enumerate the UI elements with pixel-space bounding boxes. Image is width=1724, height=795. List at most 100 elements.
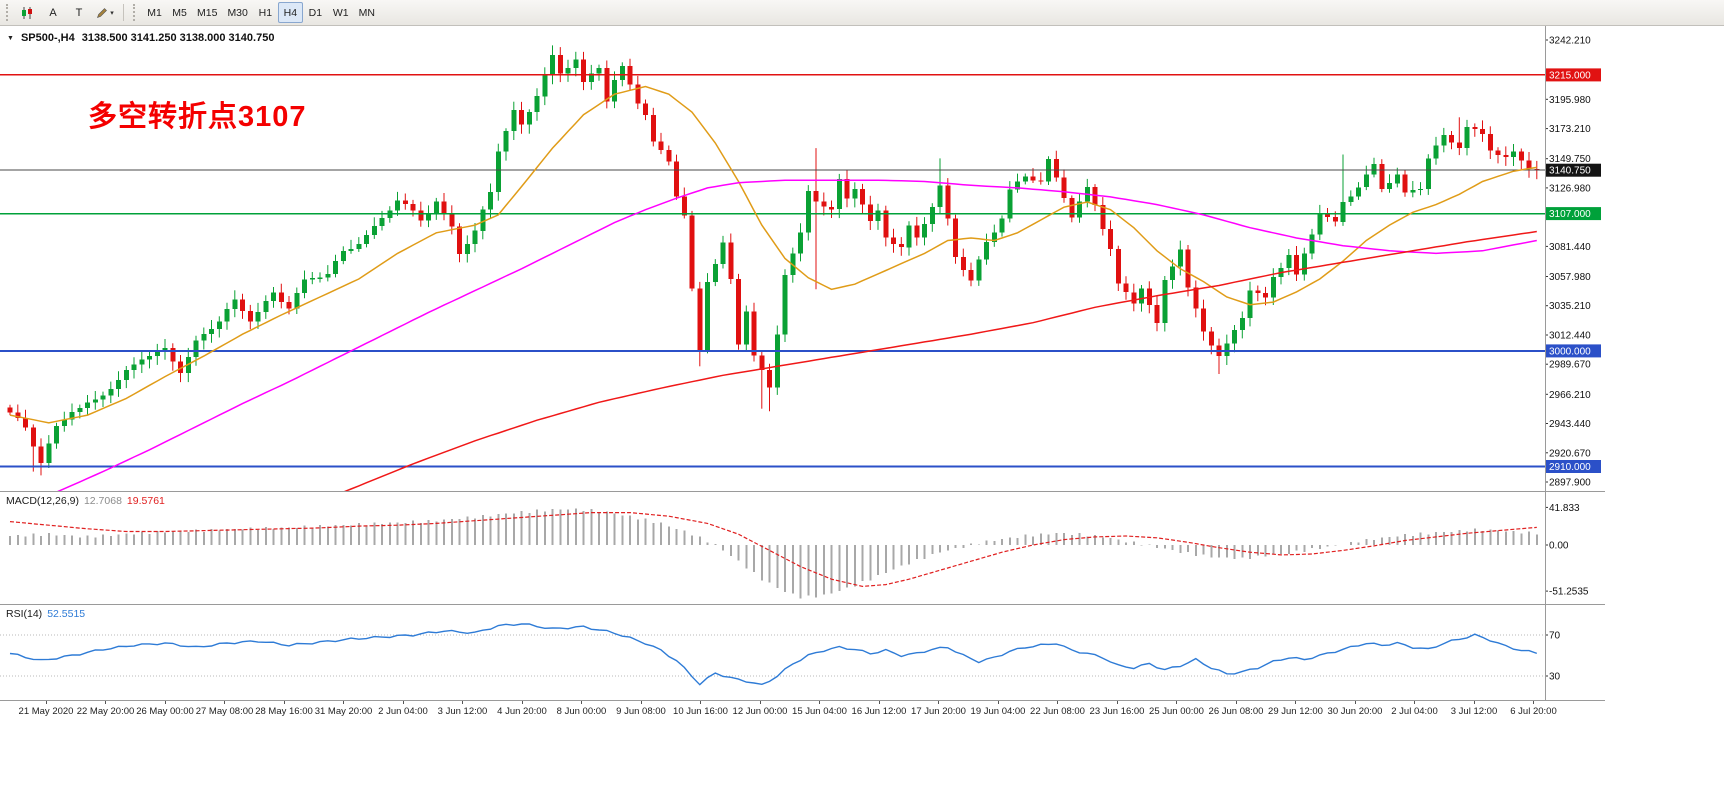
macd-signal-line bbox=[9, 512, 1537, 588]
date-label: 31 May 20:00 bbox=[314, 706, 373, 717]
timeframe-button-M5[interactable]: M5 bbox=[167, 2, 192, 23]
candle-body bbox=[1239, 318, 1245, 330]
time-axis[interactable]: 21 May 2020 22 May 20:00 26 May 00:00 27 Ma… bbox=[0, 700, 1605, 722]
candle-body bbox=[30, 427, 36, 447]
candle-body bbox=[1294, 255, 1299, 275]
timeframe-button-M1[interactable]: M1 bbox=[142, 2, 167, 23]
time-tick bbox=[1295, 700, 1296, 704]
date-label: 9 Jun 08:00 bbox=[616, 706, 666, 717]
timeframe-button-M15[interactable]: M15 bbox=[192, 2, 222, 23]
macd-axis[interactable]: 41.833 0.00 -51.2535 bbox=[1545, 503, 1589, 598]
chart-type-button[interactable] bbox=[15, 2, 39, 23]
candle-body bbox=[1108, 229, 1113, 250]
date-label: 23 Jun 16:00 bbox=[1089, 706, 1145, 717]
price-tag-label: 3000.000 bbox=[1549, 346, 1591, 357]
candle-body bbox=[1340, 202, 1346, 222]
macd-main-value: 12.7068 bbox=[83, 495, 122, 507]
macd-tick-label: 41.833 bbox=[1549, 503, 1580, 514]
price-tick-label: 3081.440 bbox=[1549, 242, 1591, 253]
candle-body bbox=[23, 418, 28, 428]
candle-body bbox=[309, 278, 315, 280]
date-label: 4 Jun 20:00 bbox=[497, 706, 547, 717]
candle-body bbox=[736, 279, 741, 345]
rsi-axis[interactable]: 70 30 bbox=[1545, 631, 1561, 683]
price-axis[interactable]: 3242.210 3195.980 3173.210 3149.750 3126.980… bbox=[1545, 36, 1601, 489]
candle-body bbox=[426, 212, 431, 221]
candle-body bbox=[240, 299, 245, 311]
candle-body bbox=[100, 395, 106, 400]
chart-annotation-text[interactable]: 多空转折点3107 bbox=[88, 101, 307, 133]
time-tick bbox=[45, 700, 47, 704]
candle-body bbox=[85, 402, 90, 408]
candle-body bbox=[1177, 249, 1183, 267]
chart-ohlc-values: 3138.500 3141.250 3138.000 3140.750 bbox=[81, 32, 275, 44]
candle-body bbox=[798, 232, 803, 254]
candle-body bbox=[976, 259, 982, 281]
candle-body bbox=[209, 328, 214, 334]
candle-body bbox=[410, 204, 416, 211]
ma-slow-line bbox=[344, 230, 1537, 491]
candle-body bbox=[1123, 283, 1129, 293]
candle-body bbox=[774, 334, 780, 388]
time-tick bbox=[164, 700, 166, 704]
timeframe-button-D1[interactable]: D1 bbox=[303, 2, 328, 23]
candle-body bbox=[565, 68, 571, 74]
candle-body bbox=[294, 293, 300, 309]
candle-body bbox=[1100, 204, 1106, 229]
timeframe-button-MN[interactable]: MN bbox=[354, 2, 380, 23]
timeframe-button-H4[interactable]: H4 bbox=[277, 2, 303, 23]
candle-body bbox=[131, 364, 137, 370]
date-label: 21 May 2020 bbox=[18, 706, 74, 717]
price-chart-canvas[interactable]: 3242.210 3195.980 3173.210 3149.750 3126.980… bbox=[0, 26, 1605, 491]
candle-body bbox=[891, 237, 896, 244]
draw-tools-button[interactable]: ▾ bbox=[93, 2, 117, 23]
candle-body bbox=[216, 321, 222, 329]
dropdown-caret-icon: ▾ bbox=[110, 9, 114, 17]
candle-body bbox=[991, 232, 997, 243]
text-tool-button[interactable]: T bbox=[67, 2, 91, 23]
candle-body bbox=[162, 347, 168, 351]
candle-body bbox=[519, 109, 524, 125]
candle-body bbox=[1441, 135, 1447, 146]
candle-body bbox=[511, 109, 517, 131]
candle-body bbox=[1464, 127, 1470, 148]
toolbar-grip[interactable] bbox=[133, 4, 137, 21]
date-label: 10 Jun 16:00 bbox=[673, 706, 728, 717]
candle-body bbox=[666, 149, 672, 162]
candle-body bbox=[1495, 150, 1501, 155]
candle-body bbox=[960, 257, 966, 271]
candle-body bbox=[232, 299, 238, 309]
date-label: 6 Jul 20:00 bbox=[1510, 706, 1557, 717]
candle-body bbox=[720, 242, 726, 264]
timeframe-button-H1[interactable]: H1 bbox=[253, 2, 278, 23]
macd-tick-label: 0.00 bbox=[1549, 541, 1569, 552]
candle-body bbox=[333, 261, 338, 274]
toolbar-grip[interactable] bbox=[6, 4, 10, 21]
candle-body bbox=[1077, 201, 1082, 218]
time-tick bbox=[819, 700, 820, 704]
time-tick bbox=[1414, 700, 1415, 704]
time-tick bbox=[640, 700, 642, 704]
rsi-canvas[interactable]: 70 30 bbox=[0, 604, 1605, 700]
rsi-panel: 70 30 RSI(14) 52.5515 bbox=[0, 604, 1605, 700]
candle-body bbox=[224, 309, 230, 322]
candle-body bbox=[898, 244, 904, 248]
price-tick-label: 2989.670 bbox=[1549, 360, 1591, 371]
price-tick-label: 3173.210 bbox=[1549, 124, 1591, 135]
candle-body bbox=[953, 218, 958, 258]
candle-body bbox=[1363, 174, 1369, 188]
text-label-button[interactable]: A bbox=[41, 2, 65, 23]
candle-body bbox=[689, 215, 695, 289]
price-tag bbox=[1546, 163, 1601, 177]
candle-body bbox=[371, 226, 377, 235]
macd-canvas[interactable]: 41.833 0.00 -51.2535 bbox=[0, 491, 1605, 604]
timeframe-button-M30[interactable]: M30 bbox=[222, 2, 252, 23]
timeframe-button-W1[interactable]: W1 bbox=[328, 2, 354, 23]
candle-body bbox=[1193, 287, 1199, 309]
time-tick bbox=[283, 700, 285, 704]
candle-body bbox=[263, 301, 269, 312]
macd-tick-label: -51.2535 bbox=[1549, 587, 1589, 598]
candle-body bbox=[650, 115, 656, 142]
date-label: 27 May 08:00 bbox=[195, 706, 254, 717]
